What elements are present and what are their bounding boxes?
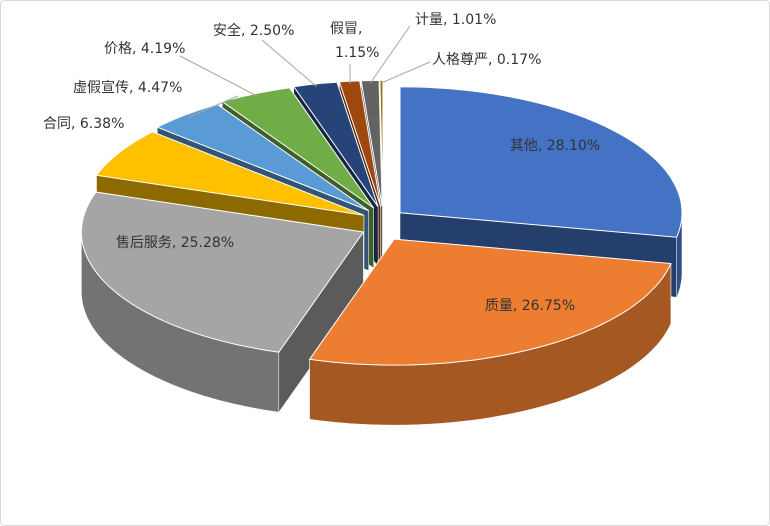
- leader-line: [261, 39, 317, 87]
- slice: [399, 86, 683, 238]
- data-label: 安全, 2.50%: [213, 22, 294, 39]
- slice: [308, 238, 672, 366]
- data-label: 售后服务, 25.28%: [116, 235, 234, 251]
- data-label: 虚假宣传, 4.47%: [73, 80, 182, 96]
- slice: [360, 79, 383, 207]
- data-label: 计量, 1.01%: [415, 12, 496, 28]
- slice: [338, 80, 382, 207]
- slice: [80, 191, 365, 353]
- slice: [95, 131, 365, 216]
- data-label: 假冒, 1.15%: [330, 21, 379, 61]
- slice: [156, 103, 369, 212]
- leader-line: [369, 25, 411, 84]
- leader-line: [381, 61, 431, 84]
- data-label: 价格, 4.19%: [104, 41, 185, 57]
- data-label: 人格尊严, 0.17%: [432, 51, 541, 68]
- slice: [292, 81, 379, 208]
- leader-line: [189, 95, 239, 118]
- data-label: 合同, 6.38%: [43, 116, 124, 132]
- data-label: 其他, 28.10%: [510, 138, 600, 154]
- data-label: 质量, 26.75%: [485, 298, 575, 314]
- slice: [379, 79, 384, 207]
- leader-line: [179, 55, 258, 97]
